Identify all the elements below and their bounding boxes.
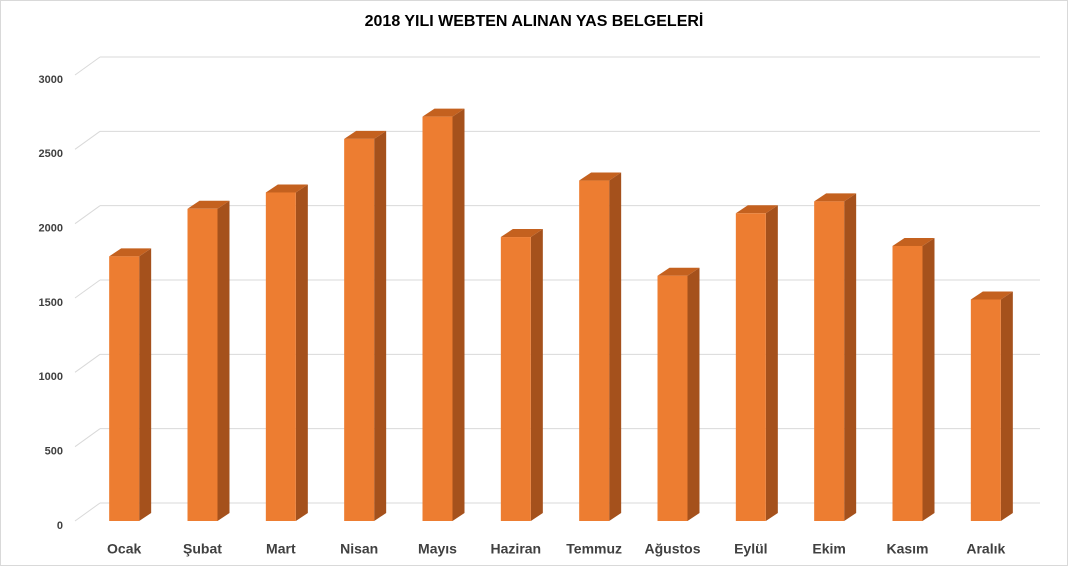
y-tick-label: 1000 — [39, 371, 63, 383]
bar-side — [295, 184, 308, 522]
bar — [892, 245, 923, 521]
bar-top — [814, 193, 857, 202]
bar-side — [217, 200, 230, 522]
bar-top — [187, 200, 230, 209]
grid-line-side — [74, 353, 101, 373]
bar-side — [1000, 291, 1013, 521]
x-tick-label: Temmuz — [566, 541, 622, 557]
bar — [422, 116, 453, 522]
bar — [970, 299, 1001, 521]
bar-top — [422, 108, 465, 117]
bar-top — [500, 229, 543, 238]
bar-side — [609, 172, 622, 521]
x-tick-label: Nisan — [340, 541, 378, 557]
y-tick-label: 1500 — [39, 297, 63, 309]
bar-top — [344, 130, 387, 139]
bar-top — [579, 172, 622, 181]
x-tick-label: Ekim — [812, 541, 845, 557]
bar — [657, 275, 688, 521]
bar — [344, 138, 375, 521]
bar — [500, 237, 531, 521]
bar — [265, 192, 296, 522]
bar-side — [139, 248, 152, 521]
y-tick-label: 3000 — [39, 74, 63, 86]
grid-line-side — [74, 502, 101, 522]
bar-side — [452, 108, 465, 522]
bar-top — [265, 184, 308, 193]
grid-line-side — [74, 205, 101, 225]
x-tick-label: Aralık — [966, 541, 1005, 557]
bar-side — [687, 267, 700, 521]
bar — [814, 201, 845, 521]
bar — [579, 180, 610, 521]
bar-side — [374, 130, 387, 521]
bar-top — [657, 267, 700, 276]
bar-top — [970, 291, 1013, 300]
grid-line-side — [74, 428, 101, 448]
y-tick-label: 2000 — [39, 223, 63, 235]
x-tick-label: Şubat — [183, 541, 222, 557]
x-tick-label: Mart — [266, 541, 296, 557]
bar — [187, 208, 218, 522]
bar-side — [844, 193, 857, 521]
x-tick-label: Mayıs — [418, 541, 457, 557]
grid-line-side — [74, 56, 101, 76]
x-tick-label: Ocak — [107, 541, 141, 557]
bar-top — [892, 237, 935, 246]
y-tick-label: 2500 — [39, 148, 63, 160]
grid-line-side — [74, 279, 101, 299]
x-tick-label: Ağustos — [645, 541, 701, 557]
chart-title: 2018 YILI WEBTEN ALINAN YAS BELGELERİ — [365, 12, 704, 30]
bar — [109, 256, 140, 521]
bar-top — [735, 205, 778, 214]
bar-side — [530, 229, 543, 521]
bar-side — [922, 237, 935, 521]
bar-top — [109, 248, 152, 257]
y-tick-label: 500 — [45, 446, 63, 458]
x-tick-label: Haziran — [491, 541, 542, 557]
grid-line-side — [74, 130, 101, 150]
x-tick-label: Eylül — [734, 541, 767, 557]
y-tick-label: 0 — [57, 520, 63, 532]
x-tick-label: Kasım — [886, 541, 928, 557]
bar-side — [765, 205, 778, 521]
bar — [735, 213, 766, 521]
